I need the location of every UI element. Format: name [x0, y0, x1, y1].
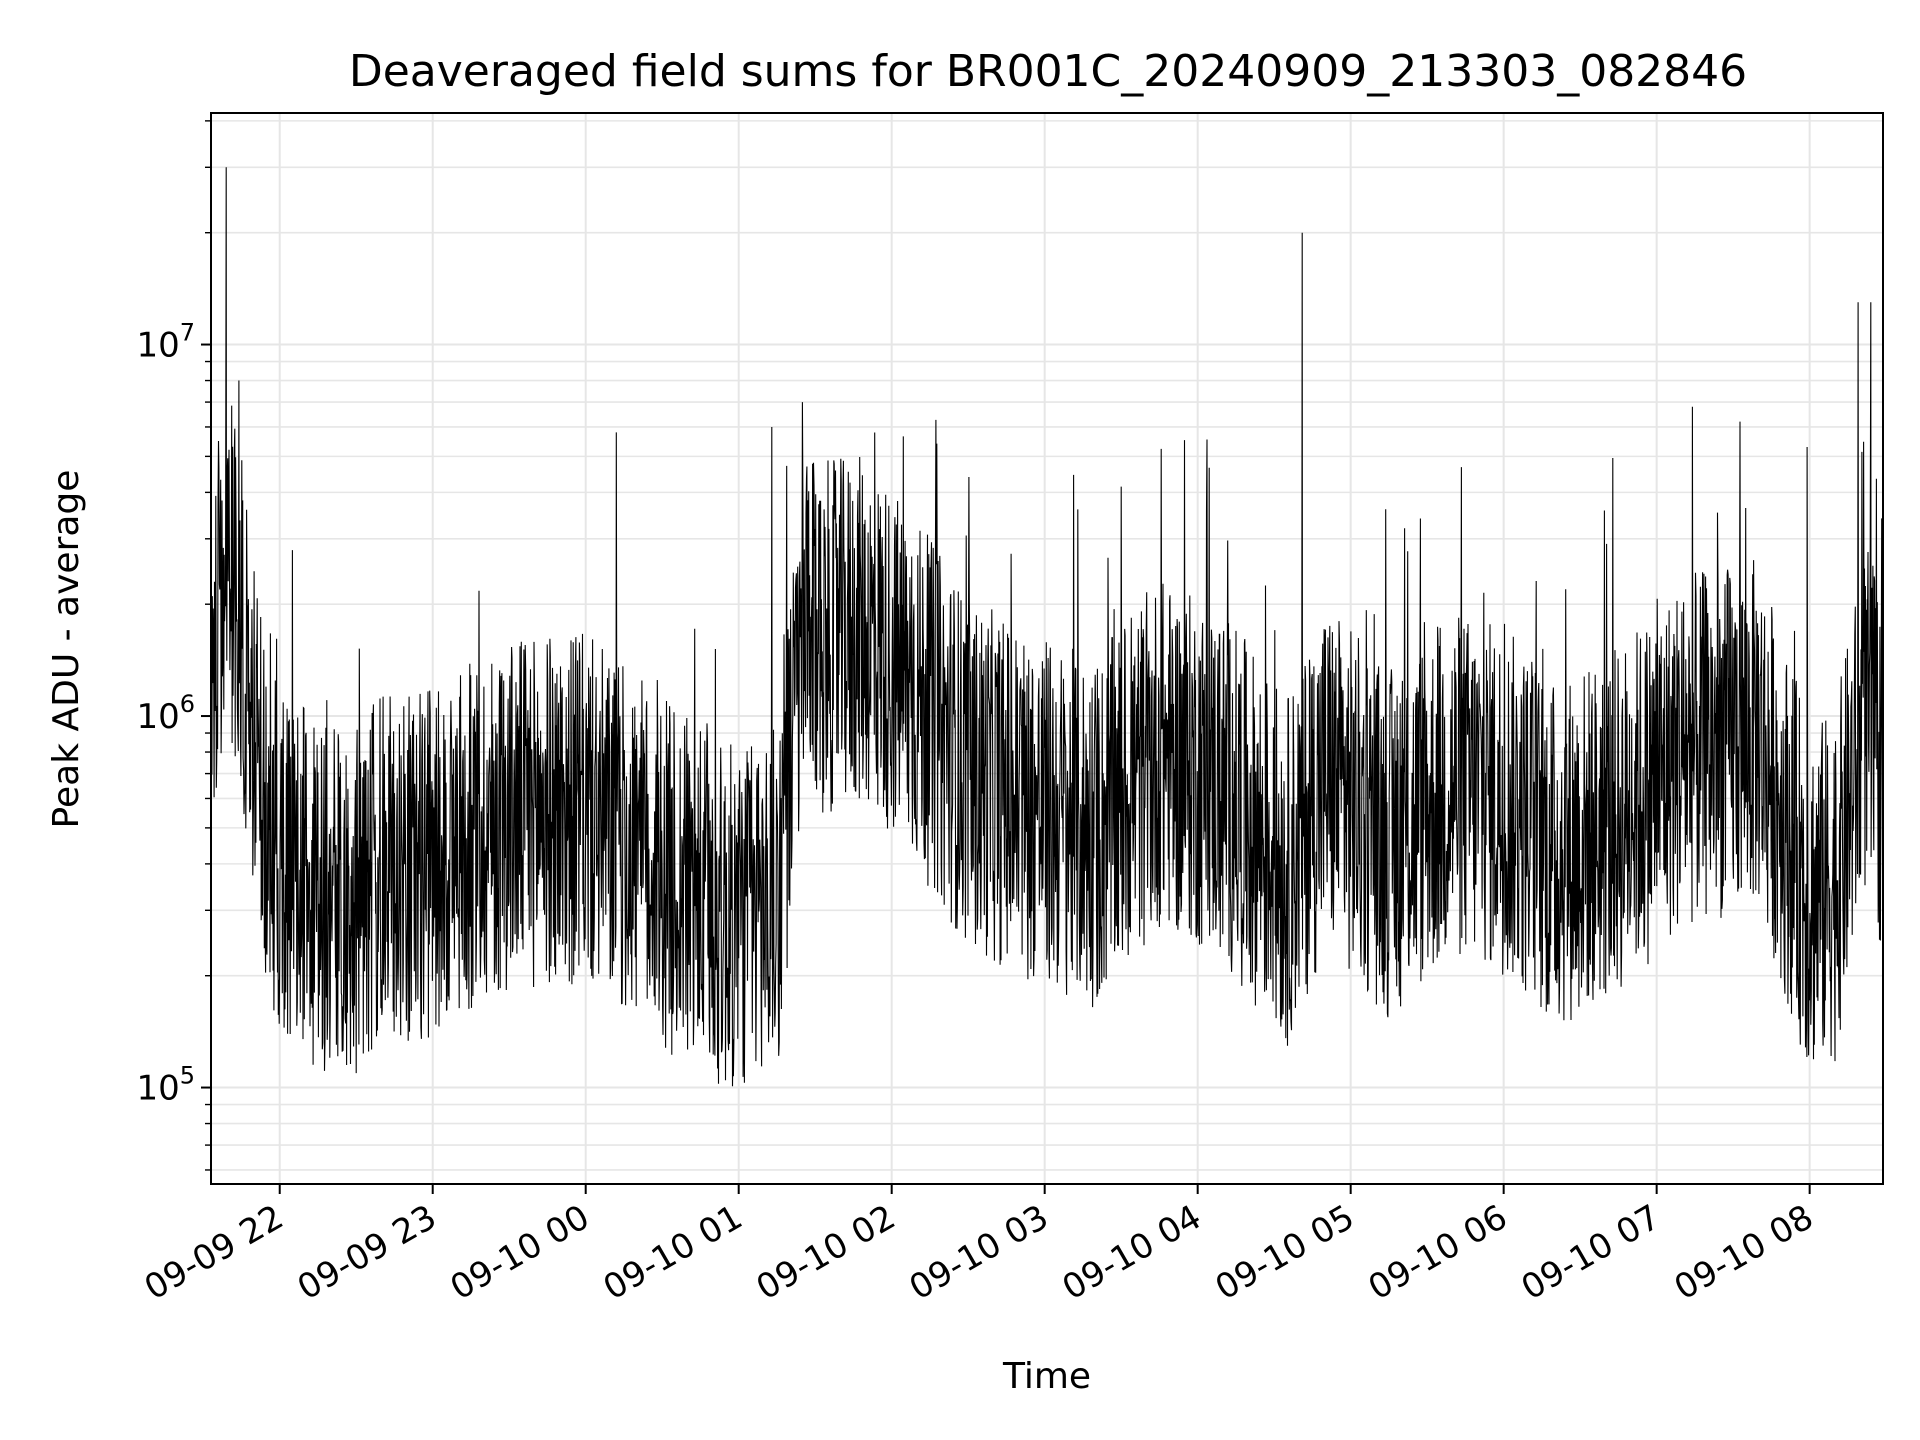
x-tick-label: 09-09 22 — [138, 1197, 290, 1308]
x-axis-label: Time — [1002, 1356, 1091, 1397]
chart-title: Deaveraged field sums for BR001C_2024090… — [349, 46, 1747, 97]
x-tick-label: 09-10 03 — [903, 1197, 1055, 1308]
x-tick-label: 09-10 07 — [1515, 1197, 1667, 1308]
y-tick-label: 106 — [136, 690, 195, 737]
grid-lines — [211, 113, 1883, 1184]
y-axis: 105 106 107 — [136, 120, 211, 1171]
y-tick-label: 105 — [136, 1062, 195, 1109]
series-line — [210, 167, 1884, 1087]
x-tick-label: 09-10 00 — [444, 1197, 596, 1308]
y-axis-label: Peak ADU - average — [46, 470, 87, 829]
x-axis: 09-09 22 09-09 23 09-10 00 09-10 01 09-10 02… — [138, 1184, 1820, 1308]
x-tick-label: 09-10 04 — [1056, 1197, 1208, 1308]
x-tick-label: 09-09 23 — [291, 1197, 443, 1308]
y-tick-label: 107 — [136, 319, 195, 366]
plot-frame — [210, 112, 1884, 1185]
x-tick-label: 09-10 01 — [597, 1197, 749, 1308]
x-tick-label: 09-10 08 — [1668, 1197, 1820, 1308]
x-tick-label: 09-10 06 — [1362, 1197, 1514, 1308]
x-tick-label: 09-10 05 — [1209, 1197, 1361, 1308]
x-tick-label: 09-10 02 — [750, 1197, 902, 1308]
plot-area — [210, 167, 1884, 1087]
